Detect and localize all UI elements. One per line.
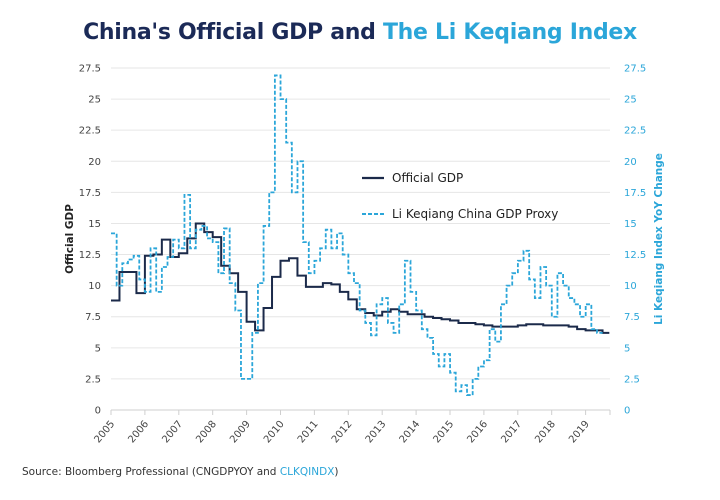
x-tick-label: 2014 [398, 419, 423, 446]
y2-tick-label: 2.5 [624, 374, 640, 385]
y2-tick-label: 7.5 [624, 312, 640, 323]
y2-tick-label: 27.5 [624, 64, 646, 75]
x-tick-label: 2005 [93, 419, 118, 446]
y-tick-label: 10 [88, 281, 101, 292]
y-tick-label: 0 [95, 406, 101, 417]
legend-label-official-gdp: Official GDP [392, 171, 463, 185]
y2-tick-label: 10 [624, 281, 637, 292]
series-line-official-gdp [111, 222, 610, 334]
x-tick-label: 2013 [364, 419, 389, 446]
y2-tick-label: 22.5 [624, 126, 646, 137]
source-prefix: Source: Bloomberg Professional (CNGDPYOY… [22, 466, 280, 478]
y2-tick-label: 25 [624, 95, 637, 106]
x-tick-label: 2019 [567, 419, 592, 446]
y-tick-label: 12.5 [79, 250, 101, 261]
title-part1: China's Official GDP and [83, 20, 376, 45]
x-tick-label: 2006 [126, 419, 151, 446]
title-part2: The Li Keqiang Index [382, 20, 637, 45]
x-tick-label: 2016 [465, 419, 490, 446]
x-tick-label: 2009 [228, 419, 253, 446]
y2-tick-label: 17.5 [624, 188, 646, 199]
legend: Official GDP Li Keqiang China GDP Proxy [362, 171, 558, 221]
x-tick-label: 2017 [499, 419, 524, 446]
x-tick-label: 2018 [533, 419, 558, 446]
y2-tick-label: 20 [624, 157, 637, 168]
series-line-li-keqiang [111, 74, 603, 396]
y-tick-label: 2.5 [85, 374, 101, 385]
legend-label-li-keqiang: Li Keqiang China GDP Proxy [392, 207, 558, 221]
x-tick-label: 2015 [432, 419, 457, 446]
source-highlight: CLKQINDX [279, 466, 335, 478]
y-tick-label: 17.5 [79, 188, 101, 199]
x-tick-label: 2011 [296, 419, 321, 446]
y2-tick-label: 5 [624, 343, 630, 354]
y-tick-label: 5 [95, 343, 101, 354]
y-tick-label: 25 [88, 95, 101, 106]
source-note: Source: Bloomberg Professional (CNGDPYOY… [22, 466, 339, 478]
y2-tick-label: 15 [624, 219, 637, 230]
y2-axis-label: Li Keqiang Index YoY Change [653, 153, 665, 325]
y-tick-label: 27.5 [79, 64, 101, 75]
x-tick-label: 2012 [330, 419, 355, 446]
y-tick-label: 22.5 [79, 126, 101, 137]
x-tick-label: 2010 [262, 419, 287, 446]
y2-tick-label: 12.5 [624, 250, 646, 261]
x-tick-label: 2008 [194, 419, 219, 446]
y-tick-label: 7.5 [85, 312, 101, 323]
y-axis-label: Official GDP [64, 204, 76, 274]
y-tick-label: 15 [88, 219, 101, 230]
x-tick-label: 2007 [160, 419, 185, 446]
chart-title: China's Official GDP and The Li Keqiang … [0, 20, 720, 45]
source-suffix: ) [334, 466, 339, 478]
y2-tick-label: 0 [624, 406, 630, 417]
y-tick-label: 20 [88, 157, 101, 168]
